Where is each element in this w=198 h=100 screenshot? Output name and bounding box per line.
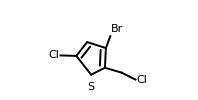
Text: Br: Br (111, 24, 124, 34)
Text: Cl: Cl (136, 75, 147, 85)
Text: Cl: Cl (49, 50, 60, 60)
Text: S: S (88, 82, 95, 92)
